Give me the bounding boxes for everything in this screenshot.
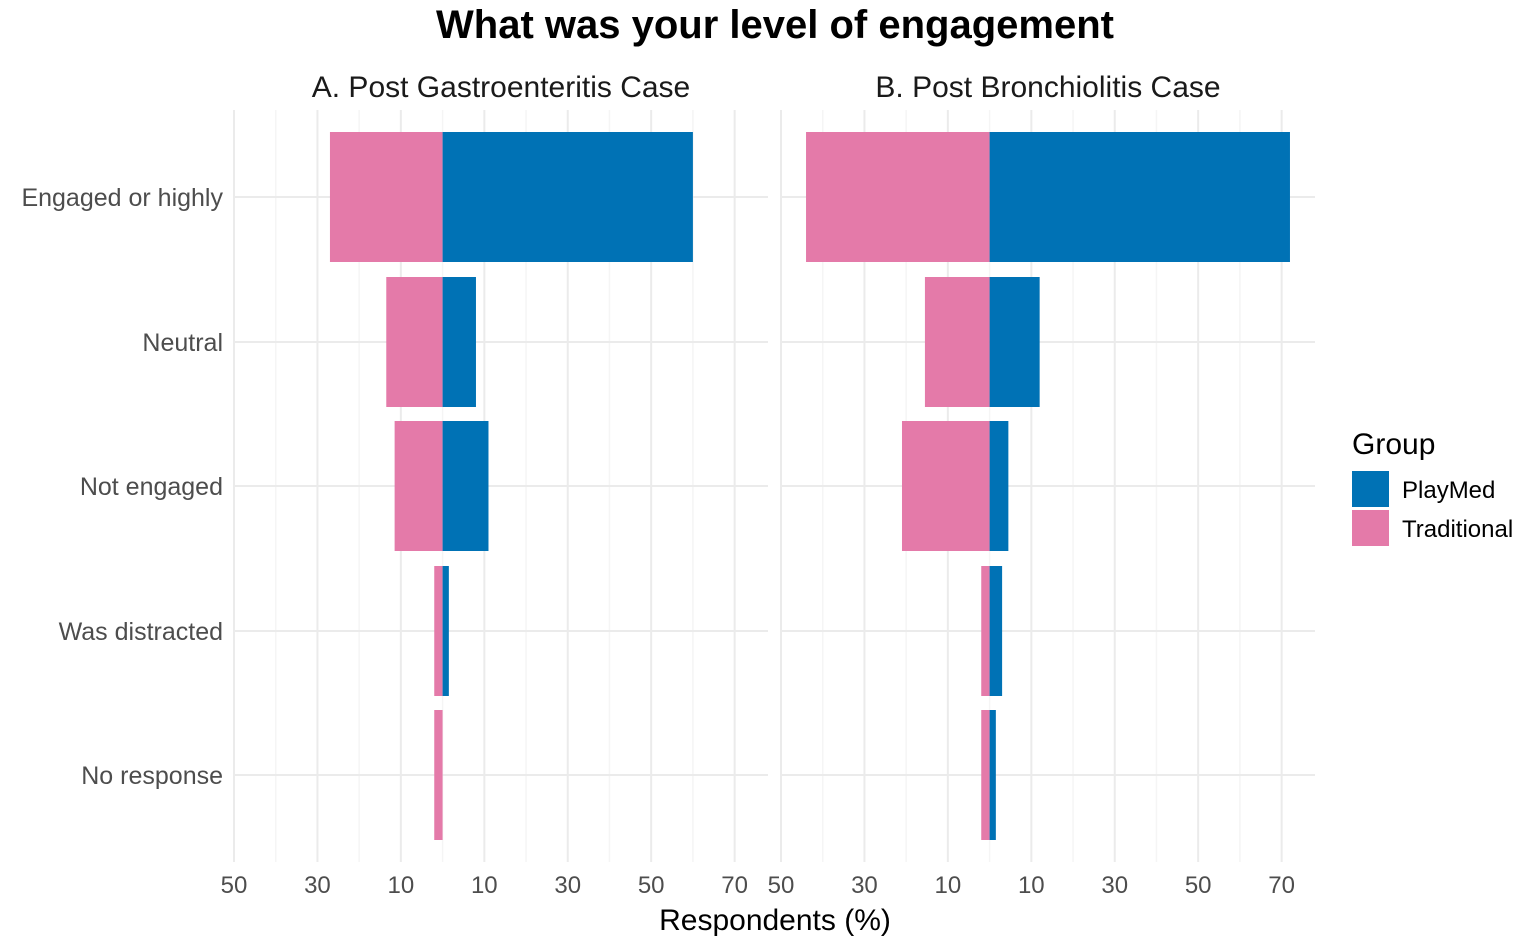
bar-traditional-was-distracted — [981, 566, 990, 696]
x-tick-label: 50 — [638, 872, 665, 899]
x-tick-label: 50 — [221, 872, 248, 899]
bar-playmed-engaged-or-highly — [989, 132, 1290, 262]
panel-b: B. Post Bronchiolitis Case 50 30 10 10 30 50 70 — [768, 71, 1315, 899]
x-tick-label: 50 — [768, 872, 795, 899]
y-axis-labels: Engaged or highly Neutral Not engaged Was d… — [21, 184, 223, 790]
bar-playmed-was-distracted — [989, 566, 1003, 696]
legend-swatch-playmed — [1352, 471, 1389, 507]
y-label-engaged-or-highly: Engaged or highly — [21, 184, 223, 212]
legend-title: Group — [1352, 428, 1435, 461]
bar-playmed-no-response — [989, 710, 996, 840]
bar-traditional-was-distracted — [434, 566, 443, 696]
bar-traditional-neutral — [924, 277, 990, 407]
panels: A. Post Gastroenteritis Case 50 30 10 10 30 50… — [221, 71, 1315, 899]
panel-a: A. Post Gastroenteritis Case 50 30 10 10 30 50… — [221, 71, 768, 899]
x-axis-title: Respondents (%) — [659, 904, 891, 937]
bar-traditional-no-response — [434, 710, 443, 840]
x-tick-label: 70 — [721, 872, 748, 899]
chart-title: What was your level of engagement — [436, 3, 1114, 47]
bar-traditional-neutral — [386, 277, 443, 407]
bar-playmed-neutral — [989, 277, 1040, 407]
x-tick-label: 70 — [1268, 872, 1295, 899]
y-label-was-distracted: Was distracted — [59, 618, 223, 646]
bar-traditional-no-response — [981, 710, 990, 840]
panel-title: B. Post Bronchiolitis Case — [875, 71, 1220, 104]
x-tick-label: 10 — [1018, 872, 1045, 899]
x-tick-label: 10 — [471, 872, 498, 899]
legend-label-playmed: PlayMed — [1402, 477, 1495, 504]
x-tick-label: 30 — [304, 872, 331, 899]
x-tick-label: 30 — [851, 872, 878, 899]
bar-playmed-engaged-or-highly — [442, 132, 693, 262]
bar-playmed-not-engaged — [442, 421, 489, 551]
legend-swatch-traditional — [1352, 510, 1389, 546]
bar-traditional-engaged-or-highly — [806, 132, 990, 262]
bar-traditional-not-engaged — [394, 421, 443, 551]
legend: Group PlayMed Traditional — [1352, 428, 1513, 546]
bar-traditional-not-engaged — [901, 421, 990, 551]
y-label-neutral: Neutral — [142, 329, 223, 357]
y-label-not-engaged: Not engaged — [80, 473, 223, 501]
x-tick-label: 10 — [935, 872, 962, 899]
bar-playmed-not-engaged — [989, 421, 1009, 551]
x-tick-label: 50 — [1185, 872, 1212, 899]
legend-label-traditional: Traditional — [1402, 516, 1513, 543]
y-label-no-response: No response — [81, 762, 223, 790]
x-tick-label: 30 — [1101, 872, 1128, 899]
bar-traditional-engaged-or-highly — [329, 132, 443, 262]
x-tick-label: 10 — [388, 872, 415, 899]
bar-playmed-was-distracted — [442, 566, 449, 696]
bar-playmed-neutral — [442, 277, 476, 407]
panel-title: A. Post Gastroenteritis Case — [312, 71, 691, 104]
x-tick-label: 30 — [554, 872, 581, 899]
